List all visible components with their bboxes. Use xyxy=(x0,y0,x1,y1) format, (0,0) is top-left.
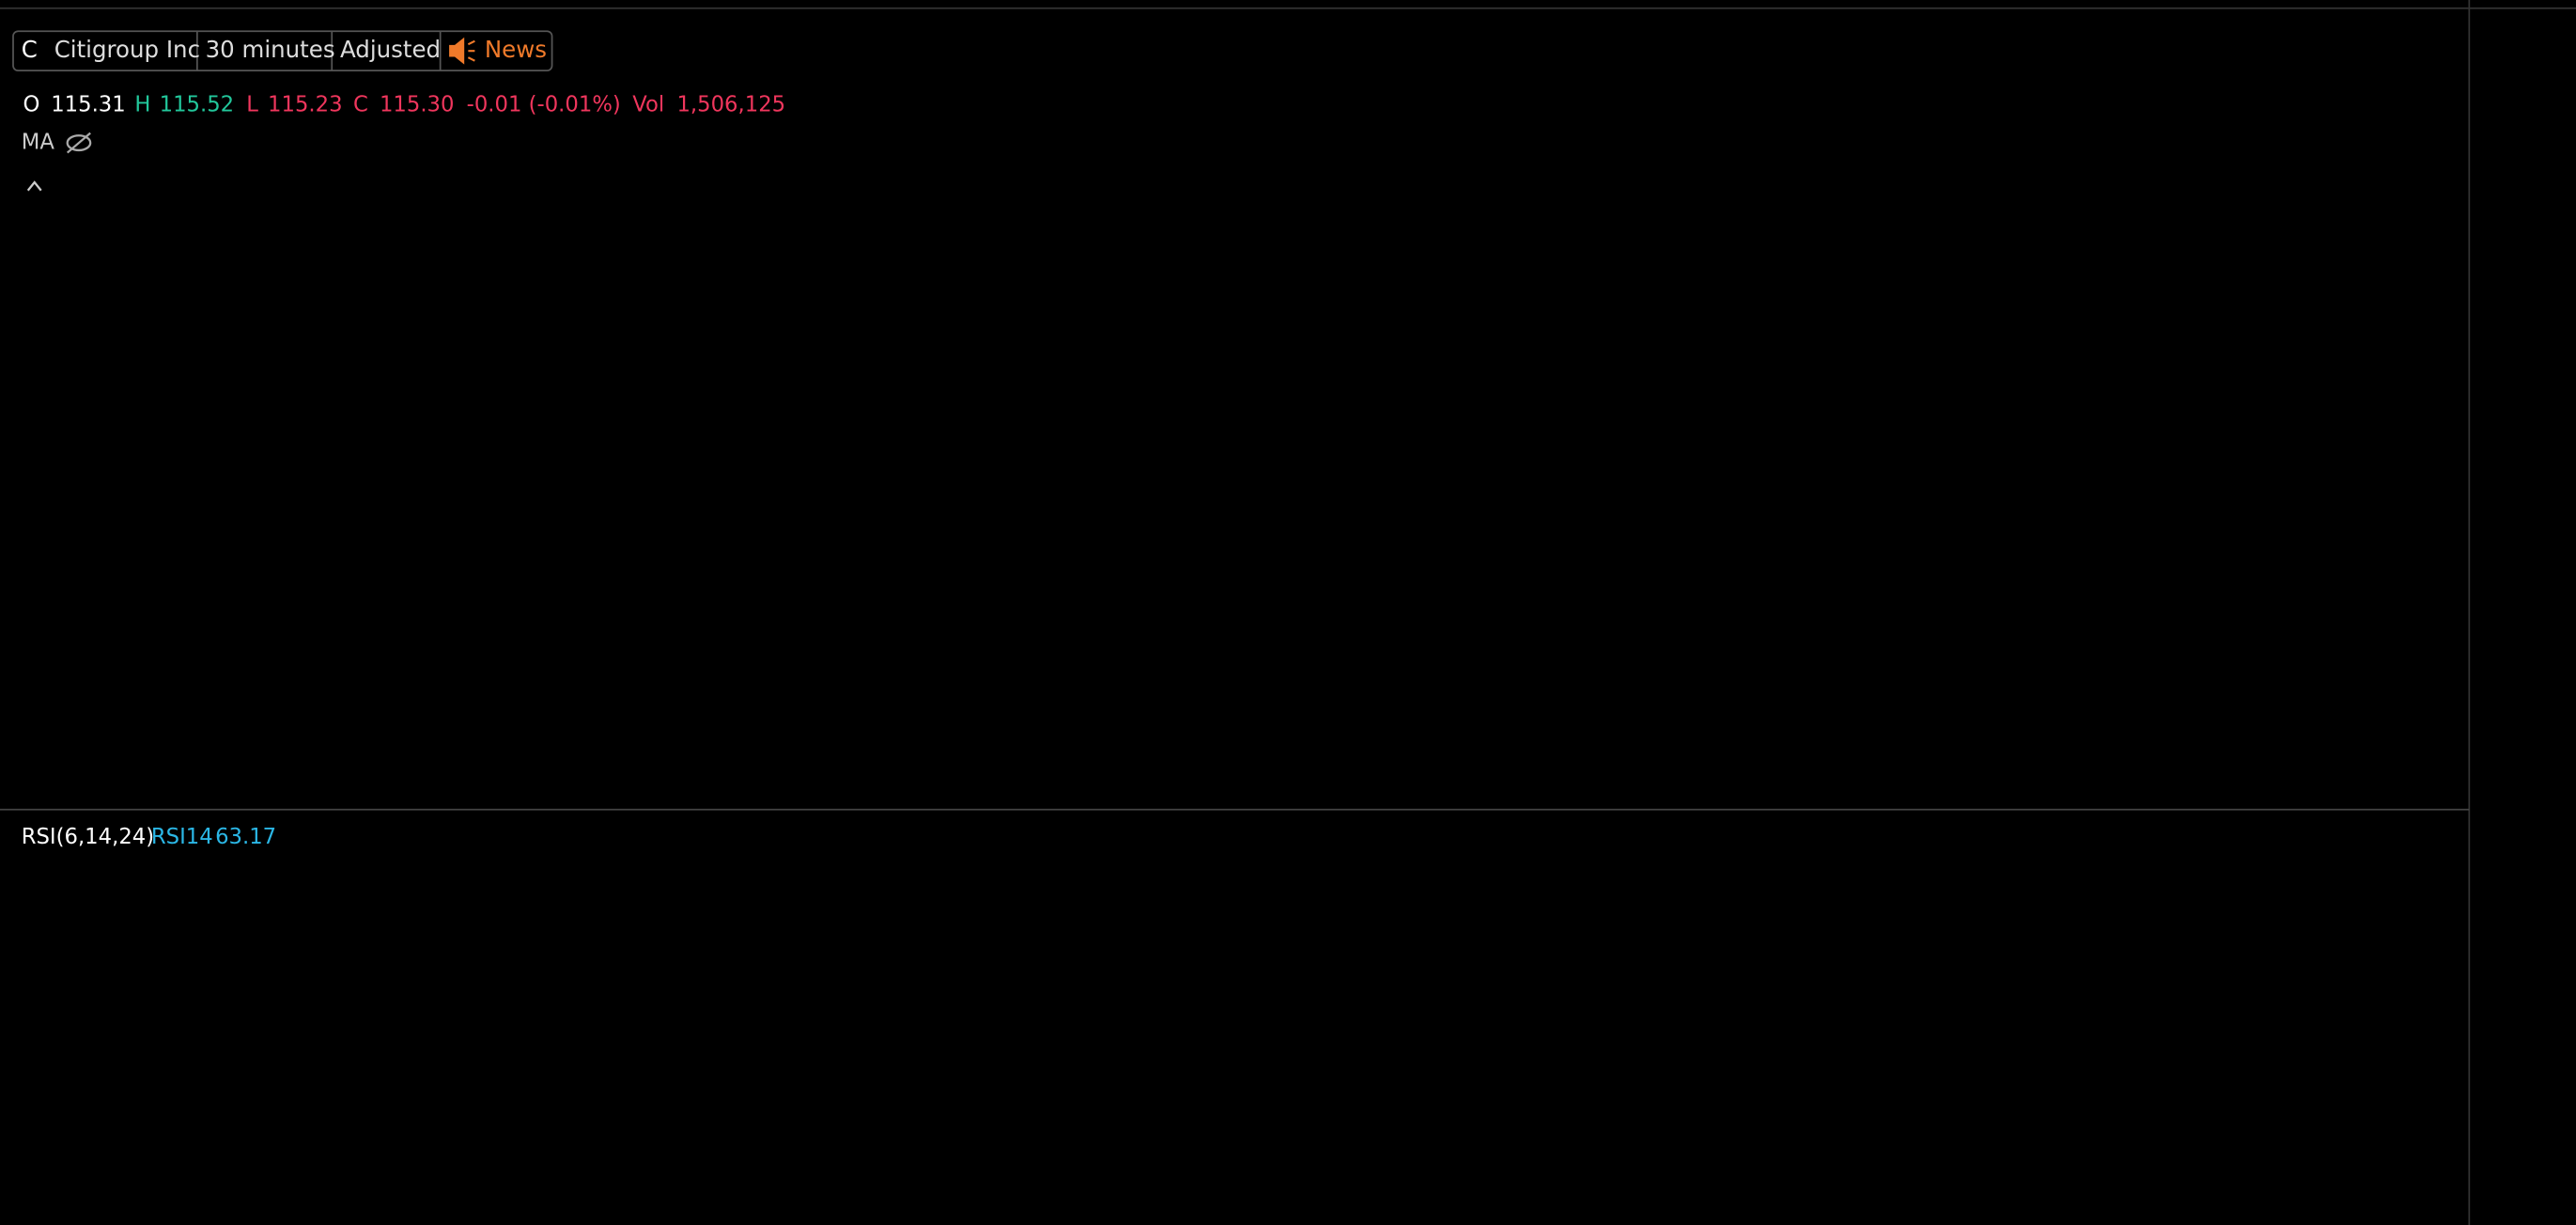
legend-volume: 1,506,125 xyxy=(676,92,785,116)
symbol[interactable]: C xyxy=(22,36,38,63)
rsi-legend-name: RSI14 xyxy=(151,825,213,849)
hide-icon[interactable] xyxy=(66,132,92,154)
interval[interactable]: 30 minutes xyxy=(206,36,335,63)
collapse-button[interactable] xyxy=(26,180,42,192)
legend-high: 115.52 xyxy=(160,92,235,116)
legend-open: 115.31 xyxy=(51,92,126,116)
legend-low: 115.23 xyxy=(268,92,343,116)
eye xyxy=(66,134,92,152)
news-icon xyxy=(449,37,475,65)
legend-close-label: C xyxy=(353,92,368,116)
news[interactable]: News xyxy=(485,36,547,63)
legend-open-label: O xyxy=(23,92,39,116)
legend-change: -0.01 (-0.01%) xyxy=(467,92,621,116)
rsi-title: RSI(6,14,24) xyxy=(22,825,154,849)
adjustment[interactable]: Adjusted xyxy=(340,36,441,63)
legend-high-label: H xyxy=(134,92,150,116)
company-name[interactable]: Citigroup Inc xyxy=(54,36,200,63)
legend-volume-label: Vol xyxy=(632,92,664,116)
legend-low-label: L xyxy=(246,92,258,116)
slash xyxy=(66,132,91,154)
legend-close: 115.30 xyxy=(380,92,455,116)
indicator-ma[interactable]: MA xyxy=(22,131,55,155)
rsi-legend-value: 63.17 xyxy=(215,825,276,849)
symbol-bar[interactable]: C Citigroup Inc 30 minutes Adjusted News xyxy=(12,30,553,72)
symbol-box xyxy=(12,30,553,72)
